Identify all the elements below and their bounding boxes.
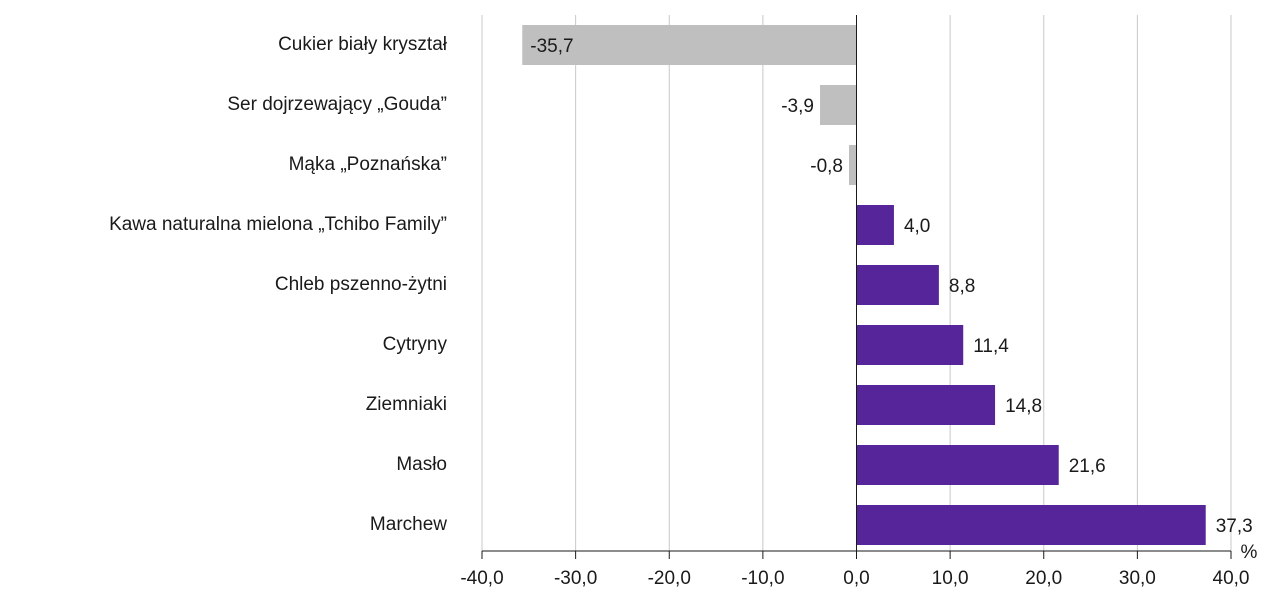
- value-label: 4,0: [904, 216, 930, 237]
- bar: [856, 385, 996, 425]
- bar: [856, 205, 894, 245]
- bar: [856, 505, 1206, 545]
- y-tick-label: Cytryny: [383, 334, 448, 355]
- bar: [856, 325, 964, 365]
- y-tick-label: Mąka „Poznańska”: [289, 154, 447, 175]
- value-label: -0,8: [810, 156, 843, 177]
- y-tick-label: Chleb pszenno-żytni: [275, 274, 447, 295]
- x-axis-unit: %: [1241, 542, 1258, 563]
- bar: [819, 85, 857, 125]
- bar: [522, 25, 857, 65]
- value-label: 8,8: [949, 276, 975, 297]
- value-label: -35,7: [530, 36, 573, 57]
- x-tick-label: -20,0: [648, 568, 691, 589]
- x-tick-label: -10,0: [741, 568, 784, 589]
- y-tick-label: Marchew: [370, 514, 447, 535]
- y-tick-label: Kawa naturalna mielona „Tchibo Family”: [109, 214, 447, 235]
- bar: [849, 145, 857, 185]
- y-tick-label: Ser dojrzewający „Gouda”: [227, 94, 447, 115]
- x-tick-label: 40,0: [1213, 568, 1250, 589]
- value-label: -3,9: [781, 96, 814, 117]
- value-label: 11,4: [973, 336, 1009, 357]
- bar: [856, 445, 1059, 485]
- x-tick-label: 30,0: [1119, 568, 1156, 589]
- x-tick-label: 10,0: [932, 568, 969, 589]
- bar: [856, 265, 939, 305]
- x-tick-label: -40,0: [460, 568, 503, 589]
- value-label: 14,8: [1005, 396, 1042, 417]
- x-tick-label: 0,0: [843, 568, 869, 589]
- x-tick-label: -30,0: [554, 568, 597, 589]
- value-label: 21,6: [1069, 456, 1106, 477]
- y-tick-label: Masło: [396, 454, 447, 475]
- y-tick-label: Cukier biały kryształ: [278, 34, 448, 55]
- x-tick-label: 20,0: [1025, 568, 1062, 589]
- y-tick-label: Ziemniaki: [366, 394, 447, 415]
- value-label: 37,3: [1216, 516, 1253, 537]
